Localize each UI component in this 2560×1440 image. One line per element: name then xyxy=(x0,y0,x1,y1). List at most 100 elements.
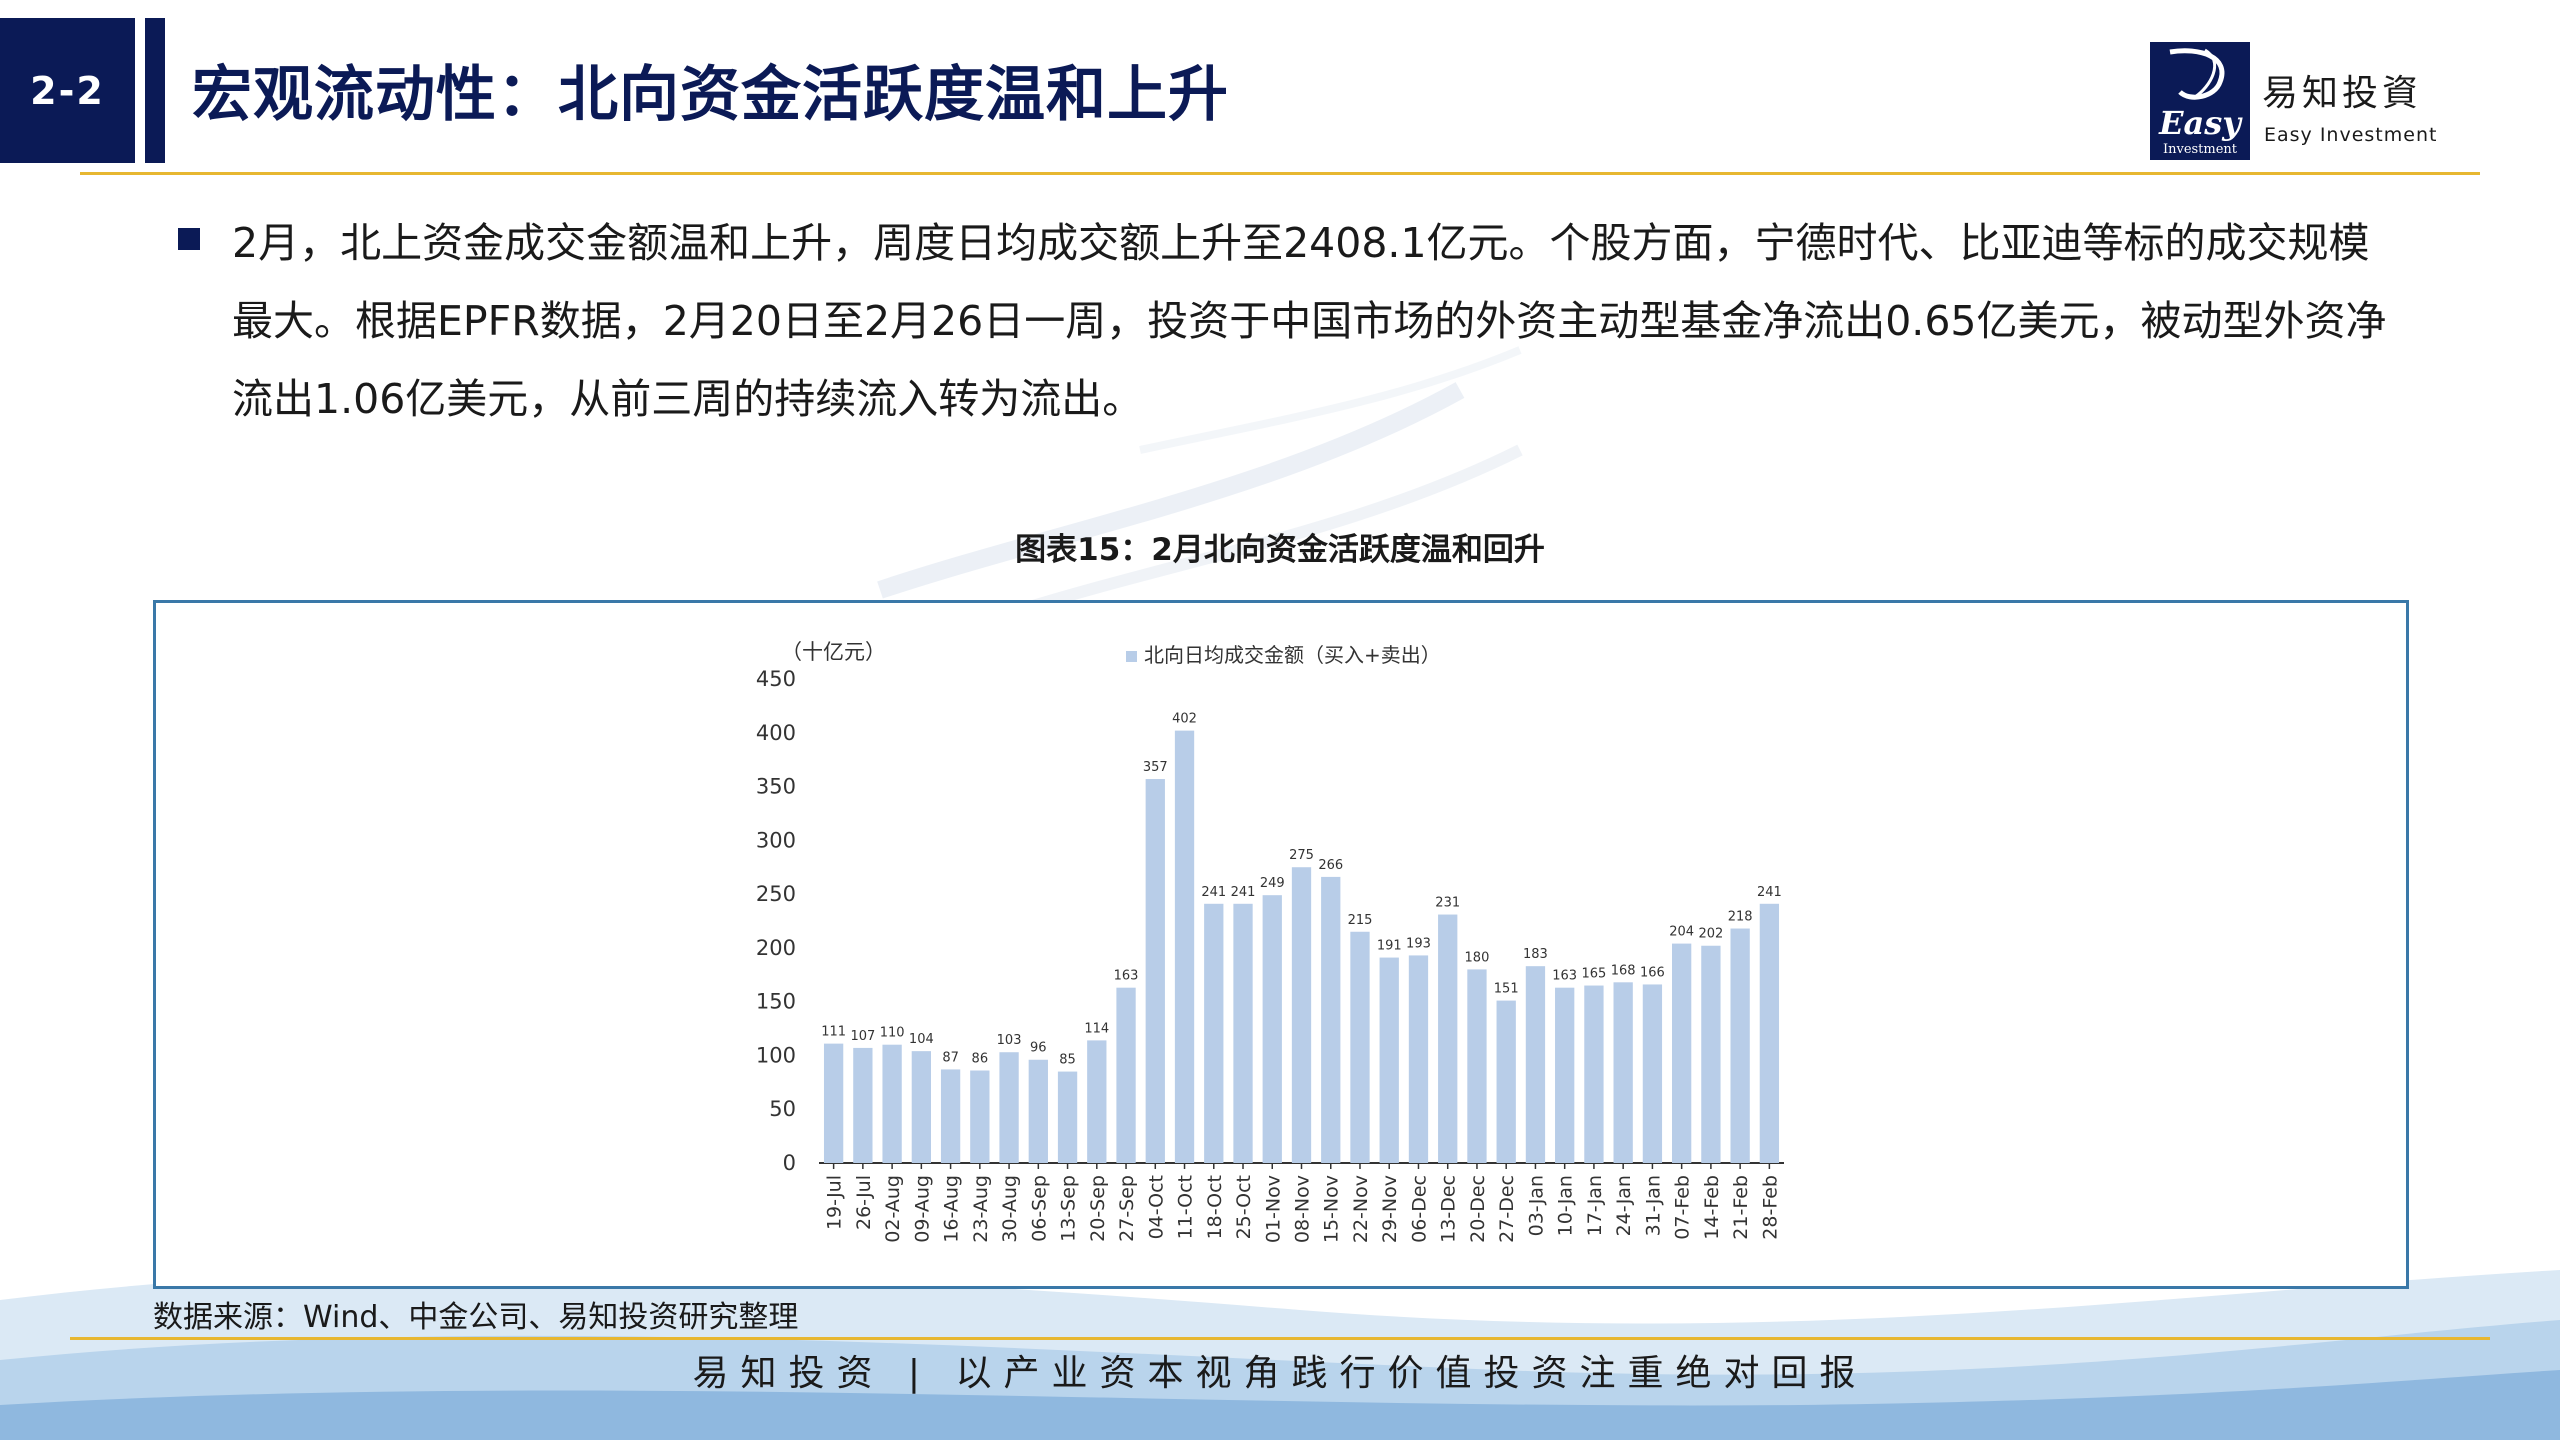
bar xyxy=(1145,779,1165,1163)
bar-value-label: 241 xyxy=(1757,885,1782,900)
x-tick-label: 08-Nov xyxy=(1292,1175,1314,1243)
watermark-swoosh-icon xyxy=(877,346,1523,616)
x-tick-label: 03-Jan xyxy=(1525,1175,1547,1236)
bar xyxy=(1584,985,1604,1163)
bar xyxy=(1057,1071,1078,1163)
bar-value-label: 204 xyxy=(1669,925,1694,940)
x-tick-label: 11-Oct xyxy=(1175,1175,1197,1239)
bar xyxy=(911,1051,931,1163)
bar-value-label: 96 xyxy=(1030,1041,1047,1056)
bar-value-label: 103 xyxy=(997,1033,1022,1048)
bar xyxy=(1438,914,1458,1163)
logo-swoosh-icon xyxy=(2169,48,2225,100)
x-tick-label: 15-Nov xyxy=(1321,1175,1343,1243)
bar xyxy=(1262,895,1282,1163)
legend-label: 北向日均成交金额（买入+卖出） xyxy=(1144,643,1441,667)
bar-value-label: 86 xyxy=(972,1052,989,1067)
bar-value-label: 402 xyxy=(1172,712,1197,727)
y-tick-label: 350 xyxy=(756,775,796,799)
bar xyxy=(1672,943,1692,1163)
bar xyxy=(1204,903,1224,1163)
bullet-square xyxy=(178,228,200,250)
x-tick-label: 27-Dec xyxy=(1496,1175,1518,1243)
bar-value-label: 107 xyxy=(850,1029,875,1044)
bar xyxy=(1350,931,1370,1163)
x-tick-label: 19-Jul xyxy=(824,1175,846,1230)
x-tick-label: 28-Feb xyxy=(1759,1175,1781,1240)
bar xyxy=(1321,876,1341,1163)
y-tick-label: 300 xyxy=(756,828,796,852)
x-tick-label: 02-Aug xyxy=(882,1175,904,1243)
y-tick-label: 50 xyxy=(769,1097,796,1121)
x-tick-label: 30-Aug xyxy=(999,1175,1021,1243)
y-axis-unit-label: （十亿元） xyxy=(781,640,886,664)
bar xyxy=(1496,1000,1516,1163)
bar-value-label: 218 xyxy=(1728,910,1753,925)
bar xyxy=(1028,1059,1048,1163)
bar xyxy=(940,1069,961,1163)
chart-container: （十亿元） 0 50 100 150 200 250 300 350 400 450 北向日均成交金额… xyxy=(153,600,2409,1289)
x-tick-label: 18-Oct xyxy=(1204,1175,1226,1239)
bar xyxy=(1555,987,1575,1163)
logo-name-cn: 易知投資 xyxy=(2262,73,2423,114)
bar-value-label: 191 xyxy=(1377,939,1402,954)
bar xyxy=(1233,903,1253,1163)
bar-value-label: 249 xyxy=(1260,876,1285,891)
bar-value-label: 215 xyxy=(1348,913,1373,928)
x-tick-label: 14-Feb xyxy=(1701,1175,1723,1240)
bar-value-label: 202 xyxy=(1698,927,1723,942)
bar-value-label: 180 xyxy=(1465,950,1490,965)
bar-value-label: 163 xyxy=(1114,969,1139,984)
bar-value-label: 85 xyxy=(1059,1053,1076,1068)
body-paragraph: 2月，北上资金成交金额温和上升，周度日均成交额上升至2408.1亿元。个股方面，… xyxy=(232,219,2387,423)
y-tick-label: 450 xyxy=(756,667,796,691)
background-wave xyxy=(0,1270,2560,1440)
bar-value-label: 266 xyxy=(1318,858,1343,873)
bar-value-label: 168 xyxy=(1611,963,1636,978)
x-tick-label: 01-Nov xyxy=(1262,1175,1284,1243)
legend-swatch xyxy=(1126,651,1137,662)
footer-brand: 易知投资 xyxy=(692,1353,885,1394)
bar xyxy=(1379,957,1399,1163)
title-divider xyxy=(80,172,2480,175)
bar xyxy=(1291,867,1312,1163)
x-tick-label: 21-Feb xyxy=(1730,1175,1752,1240)
bar xyxy=(1116,987,1136,1163)
x-tick-label: 24-Jan xyxy=(1613,1175,1635,1236)
source-note: 数据来源：Wind、中金公司、易知投资研究整理 xyxy=(153,1300,799,1335)
bar xyxy=(1642,984,1663,1163)
x-tick-label: 25-Oct xyxy=(1233,1175,1255,1239)
footer: 易知投资 | 以产业资本视角践行价值投资注重绝对回报 xyxy=(0,1344,2560,1396)
x-tick-label: 13-Sep xyxy=(1058,1175,1080,1242)
y-tick-label: 150 xyxy=(756,990,796,1014)
bar-value-label: 193 xyxy=(1406,936,1431,951)
bar xyxy=(823,1043,844,1163)
bar-value-label: 183 xyxy=(1523,947,1548,962)
bar-value-label: 163 xyxy=(1552,969,1577,984)
x-tick-label: 31-Jan xyxy=(1642,1175,1664,1236)
bar-value-label: 241 xyxy=(1231,885,1256,900)
bar-value-label: 241 xyxy=(1201,885,1226,900)
company-logo: Easy Investment 易知投資 Easy Investment xyxy=(2150,42,2490,162)
y-tick-label: 400 xyxy=(756,721,796,745)
x-tick-label: 23-Aug xyxy=(970,1175,992,1243)
bar-value-label: 275 xyxy=(1289,848,1314,863)
x-tick-label: 04-Oct xyxy=(1145,1175,1167,1239)
section-number: 2-2 xyxy=(0,18,135,163)
bar-value-label: 110 xyxy=(880,1026,905,1041)
bar xyxy=(1525,966,1546,1163)
y-tick-label: 100 xyxy=(756,1043,796,1067)
bar xyxy=(853,1047,873,1163)
bar xyxy=(1467,969,1487,1163)
footer-slogan: 以产业资本视角践行价值投资注重绝对回报 xyxy=(955,1353,1868,1394)
bar xyxy=(970,1070,990,1163)
x-tick-label: 20-Dec xyxy=(1467,1175,1489,1243)
bar xyxy=(999,1052,1019,1163)
logo-name-en: Easy Investment xyxy=(2264,124,2438,146)
bar xyxy=(1701,945,1721,1163)
bar xyxy=(882,1044,902,1163)
bar-value-label: 114 xyxy=(1084,1021,1109,1036)
x-tick-label: 26-Jul xyxy=(853,1175,875,1230)
x-tick-label: 27-Sep xyxy=(1116,1175,1138,1242)
